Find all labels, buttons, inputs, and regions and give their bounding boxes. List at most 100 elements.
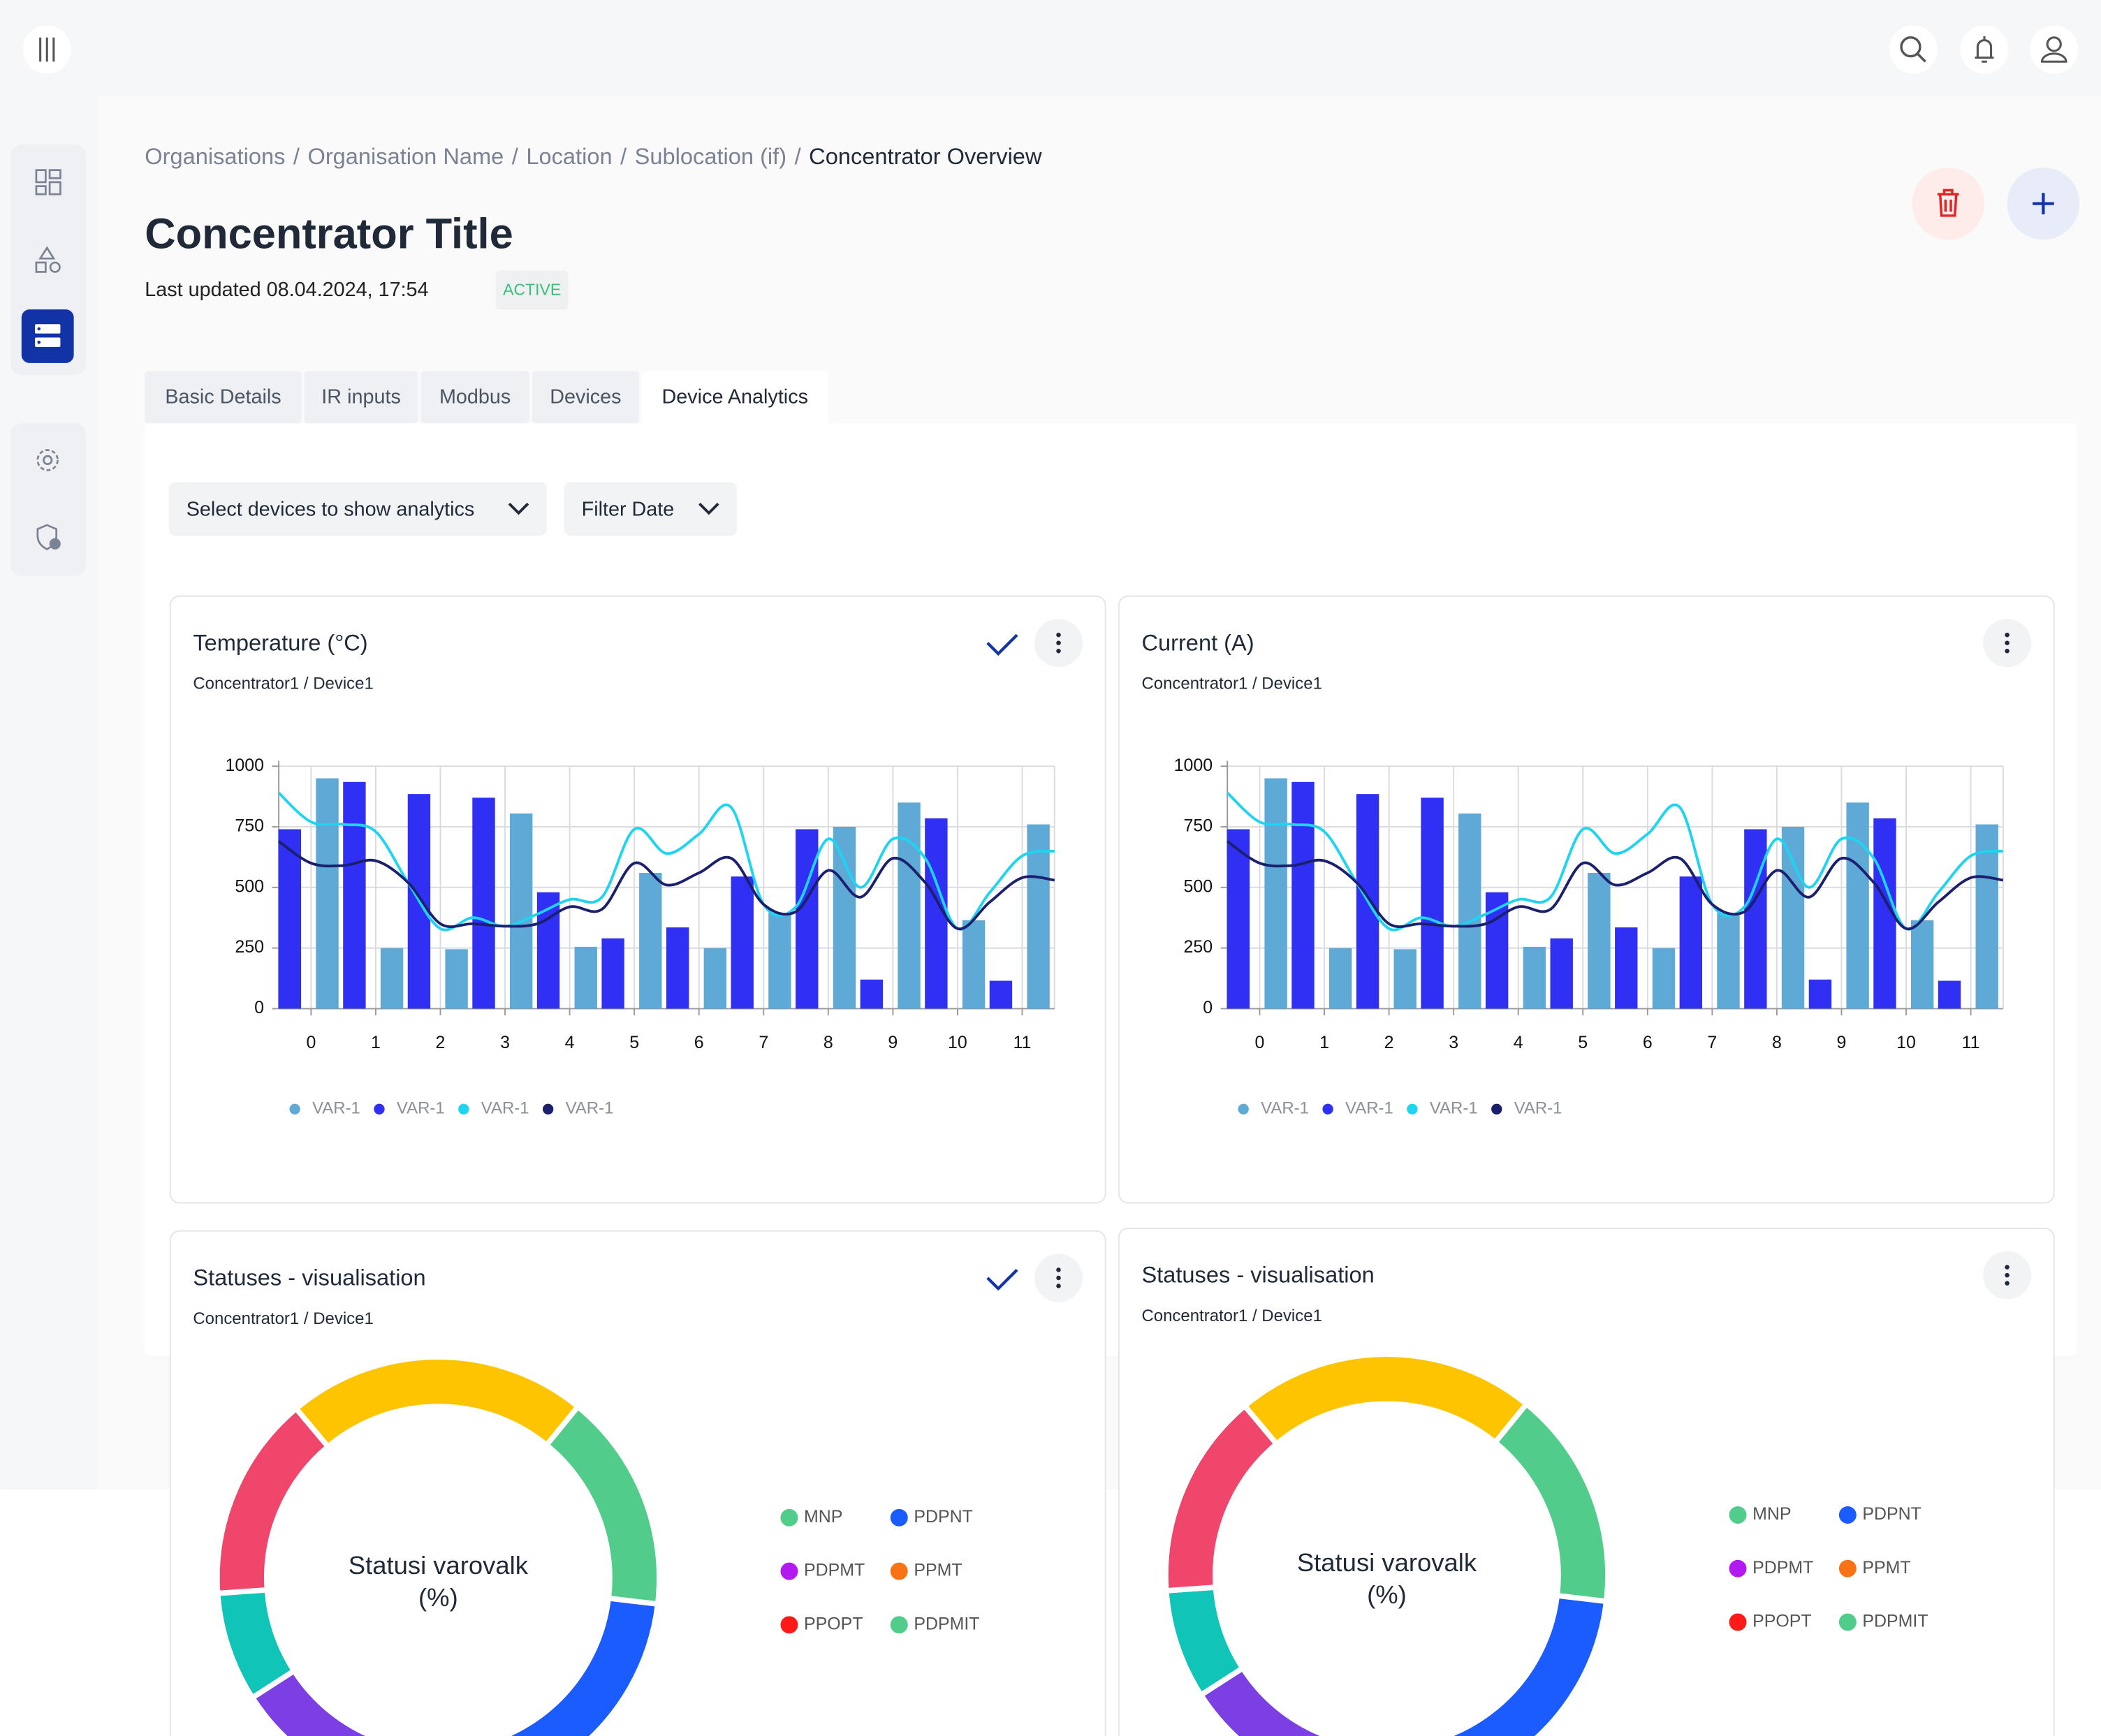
y-tick-label: 1000 (1174, 756, 1213, 775)
tab[interactable] (304, 371, 418, 424)
bar (1328, 948, 1352, 1009)
more-dot[interactable] (1056, 1283, 1061, 1288)
more-dot[interactable] (2005, 1281, 2010, 1286)
profile-button[interactable] (2030, 25, 2079, 74)
tab[interactable] (145, 371, 302, 424)
sidebar-group (10, 423, 86, 576)
bar (1938, 980, 1961, 1009)
legend-label[interactable]: MNP (1752, 1504, 1791, 1524)
card-frame (169, 595, 1106, 1204)
tab[interactable] (532, 371, 640, 424)
check-icon[interactable] (986, 633, 1018, 656)
legend-label[interactable]: VAR-1 (566, 1099, 614, 1118)
tab-label[interactable]: Devices (550, 385, 621, 408)
more-dot[interactable] (2005, 640, 2010, 646)
more-dot[interactable] (2005, 1265, 2010, 1270)
more-dot[interactable] (1056, 632, 1061, 638)
legend-label[interactable]: MNP (804, 1507, 842, 1527)
bar (1291, 781, 1315, 1009)
legend-label[interactable]: PDPNT (1862, 1504, 1921, 1524)
delete-button[interactable] (1912, 167, 1984, 240)
x-tick-label: 3 (500, 1033, 510, 1052)
nav-security[interactable] (36, 524, 61, 550)
breadcrumb[interactable]: Organisation Name (307, 143, 504, 169)
x-tick-label: 9 (888, 1033, 898, 1052)
legend-label[interactable]: PPMT (914, 1561, 962, 1580)
y-tick-label: 500 (1184, 876, 1213, 896)
legend-label[interactable]: VAR-1 (1430, 1099, 1478, 1118)
x-tick-label: 10 (948, 1033, 967, 1052)
more-dot[interactable] (2005, 648, 2010, 654)
legend-label[interactable]: PDPNT (914, 1507, 972, 1527)
add-button[interactable] (2007, 167, 2080, 240)
filter-label[interactable]: Filter Date (582, 498, 675, 520)
legend-label[interactable]: VAR-1 (1261, 1099, 1309, 1118)
bar (1523, 946, 1546, 1009)
pie-center-label: (%) (418, 1583, 458, 1612)
legend-label[interactable]: PPOPT (804, 1614, 863, 1633)
nav-dashboard[interactable] (35, 169, 61, 196)
bar (1846, 802, 1869, 1009)
tab-label[interactable]: Basic Details (165, 385, 281, 408)
tab[interactable] (420, 371, 529, 424)
legend-marker (1729, 1613, 1747, 1631)
legend-label[interactable]: VAR-1 (481, 1099, 529, 1118)
more-dot[interactable] (2005, 1272, 2010, 1278)
legend-label[interactable]: VAR-1 (1514, 1099, 1562, 1118)
status-badge (495, 270, 569, 310)
legend-marker (1838, 1506, 1857, 1524)
check-icon[interactable] (986, 1268, 1018, 1291)
more-dot[interactable] (1056, 648, 1061, 654)
x-tick-label: 10 (1896, 1033, 1916, 1052)
pie-segment (1163, 1403, 1280, 1594)
bar (278, 829, 302, 1009)
legend-label[interactable]: VAR-1 (397, 1099, 445, 1118)
filter-label[interactable]: Select devices to show analytics (186, 498, 475, 520)
legend-marker (1407, 1103, 1418, 1115)
nav-concentrators[interactable] (21, 309, 74, 363)
more-button[interactable] (1983, 619, 2032, 668)
filter-dropdown[interactable] (168, 482, 547, 536)
chart-title: Statuses - visualisation (193, 1264, 425, 1290)
bar (1393, 949, 1416, 1009)
y-tick-label: 0 (1203, 998, 1213, 1017)
legend-label[interactable]: VAR-1 (312, 1099, 360, 1118)
more-button[interactable] (1983, 1251, 2032, 1300)
x-tick-label: 11 (1013, 1033, 1032, 1052)
filter-dropdown[interactable] (564, 482, 738, 536)
nav-shapes[interactable] (35, 246, 61, 273)
x-tick-label: 6 (694, 1033, 704, 1052)
more-dot[interactable] (1056, 1275, 1061, 1281)
breadcrumb[interactable]: Sublocation (if) (635, 143, 786, 169)
tab-label[interactable]: Device Analytics (662, 385, 808, 408)
tab[interactable] (641, 371, 828, 424)
notifications-button[interactable] (1960, 25, 2009, 74)
legend-label[interactable]: PDPMIT (914, 1614, 979, 1633)
more-button[interactable] (1034, 619, 1083, 668)
legend-label[interactable]: PPMT (1862, 1558, 1910, 1577)
legend-label[interactable]: VAR-1 (1345, 1099, 1393, 1118)
line (278, 840, 1055, 931)
legend-label[interactable]: PDPMT (804, 1561, 865, 1580)
legend-label[interactable]: PDPMIT (1862, 1612, 1928, 1631)
tab-label[interactable]: Modbus (439, 385, 511, 408)
bar (509, 813, 533, 1009)
nav-settings[interactable] (36, 449, 59, 471)
breadcrumb[interactable]: Location (526, 143, 612, 169)
breadcrumb[interactable]: Organisations (145, 143, 285, 169)
x-tick-label: 0 (306, 1033, 316, 1052)
more-dot[interactable] (1056, 640, 1061, 646)
legend-label[interactable]: PPOPT (1752, 1612, 1811, 1631)
more-dot[interactable] (2005, 632, 2010, 638)
page-title: Concentrator Title (145, 210, 513, 258)
bar (703, 948, 727, 1009)
more-dot[interactable] (1056, 1267, 1061, 1272)
more-button[interactable] (1034, 1253, 1083, 1302)
x-tick-label: 7 (759, 1033, 768, 1052)
line (1226, 791, 2004, 932)
menu-button[interactable] (22, 25, 71, 74)
legend-label[interactable]: PDPMT (1752, 1558, 1813, 1577)
chart-title: Current (A) (1141, 629, 1254, 655)
tab-label[interactable]: IR inputs (321, 385, 401, 408)
search-button[interactable] (1889, 25, 1938, 74)
